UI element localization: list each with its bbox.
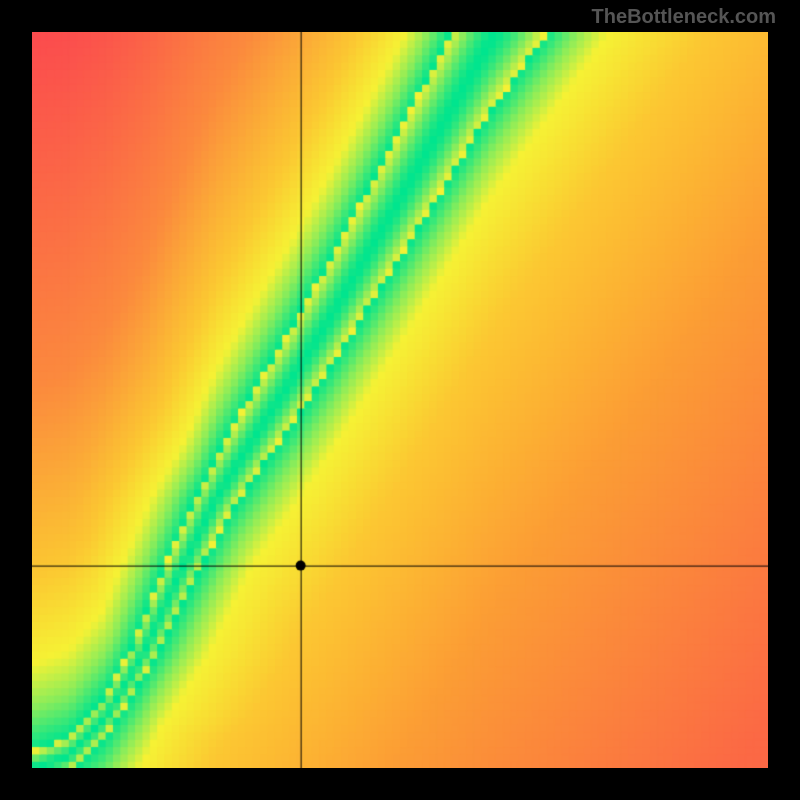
heatmap-canvas <box>32 32 768 768</box>
page-root: TheBottleneck.com <box>0 0 800 800</box>
heatmap-plot <box>32 32 768 768</box>
watermark-text: TheBottleneck.com <box>592 6 776 29</box>
